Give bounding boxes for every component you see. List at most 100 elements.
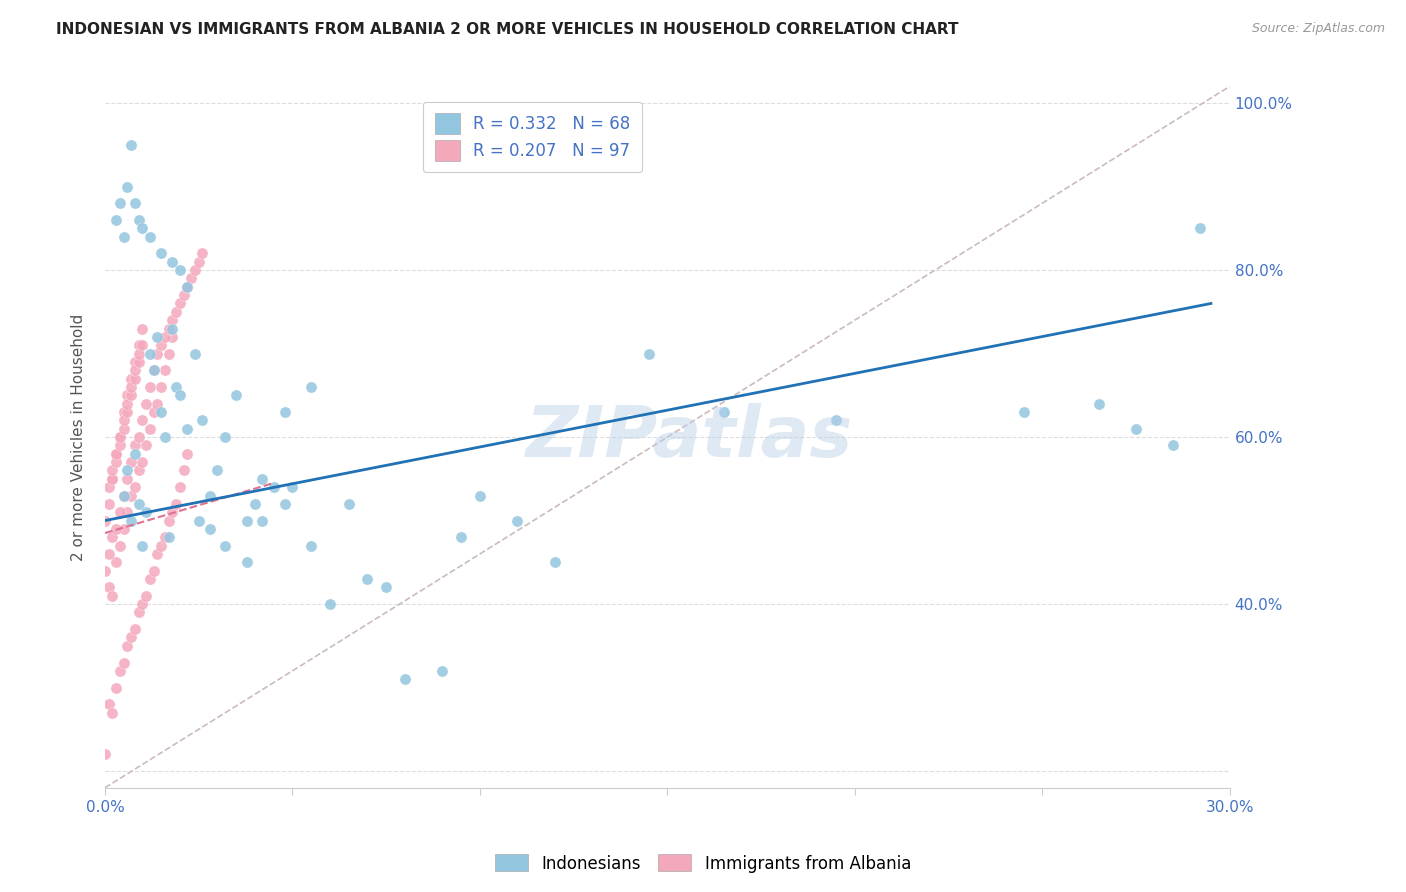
Point: [94, 747, 117, 762]
Point: [544, 555, 567, 569]
Point: [108, 430, 131, 444]
Point: [112, 489, 135, 503]
Point: [128, 355, 150, 369]
Point: [162, 330, 184, 344]
Point: [105, 213, 128, 227]
Point: [252, 514, 274, 528]
Point: [120, 489, 142, 503]
Point: [263, 480, 285, 494]
Point: [162, 505, 184, 519]
Point: [157, 346, 180, 360]
Point: [112, 522, 135, 536]
Point: [108, 196, 131, 211]
Point: [142, 363, 165, 377]
Point: [120, 137, 142, 152]
Point: [274, 497, 297, 511]
Point: [142, 363, 165, 377]
Point: [173, 463, 195, 477]
Point: [139, 422, 162, 436]
Point: [169, 296, 191, 310]
Text: INDONESIAN VS IMMIGRANTS FROM ALBANIA 2 OR MORE VEHICLES IN HOUSEHOLD CORRELATIO: INDONESIAN VS IMMIGRANTS FROM ALBANIA 2 …: [56, 22, 959, 37]
Point: [135, 589, 157, 603]
Point: [191, 246, 214, 260]
Point: [124, 371, 146, 385]
Point: [198, 522, 221, 536]
Point: [105, 447, 128, 461]
Point: [243, 497, 266, 511]
Point: [214, 539, 236, 553]
Point: [153, 330, 176, 344]
Point: [162, 321, 184, 335]
Point: [108, 539, 131, 553]
Point: [101, 472, 124, 486]
Point: [1087, 397, 1109, 411]
Point: [128, 497, 150, 511]
Point: [112, 413, 135, 427]
Point: [173, 288, 195, 302]
Point: [337, 497, 360, 511]
Point: [97, 580, 120, 594]
Point: [94, 564, 117, 578]
Point: [150, 539, 173, 553]
Point: [169, 480, 191, 494]
Point: [117, 463, 139, 477]
Point: [1125, 422, 1147, 436]
Point: [157, 530, 180, 544]
Point: [169, 388, 191, 402]
Point: [139, 572, 162, 586]
Point: [101, 589, 124, 603]
Point: [101, 463, 124, 477]
Y-axis label: 2 or more Vehicles in Household: 2 or more Vehicles in Household: [72, 313, 86, 561]
Point: [128, 463, 150, 477]
Point: [142, 405, 165, 419]
Point: [117, 505, 139, 519]
Point: [117, 179, 139, 194]
Point: [236, 555, 259, 569]
Point: [124, 438, 146, 452]
Point: [432, 664, 454, 678]
Point: [176, 447, 198, 461]
Point: [180, 271, 202, 285]
Point: [198, 489, 221, 503]
Point: [356, 572, 378, 586]
Point: [112, 405, 135, 419]
Legend: R = 0.332   N = 68, R = 0.207   N = 97: R = 0.332 N = 68, R = 0.207 N = 97: [423, 102, 643, 172]
Point: [105, 455, 128, 469]
Point: [120, 631, 142, 645]
Point: [105, 447, 128, 461]
Point: [120, 371, 142, 385]
Point: [135, 397, 157, 411]
Point: [131, 221, 153, 235]
Point: [281, 480, 304, 494]
Point: [162, 313, 184, 327]
Point: [299, 539, 322, 553]
Point: [101, 530, 124, 544]
Point: [97, 497, 120, 511]
Point: [105, 555, 128, 569]
Point: [139, 346, 162, 360]
Point: [131, 455, 153, 469]
Point: [165, 305, 187, 319]
Point: [124, 480, 146, 494]
Point: [101, 472, 124, 486]
Point: [187, 514, 209, 528]
Point: [97, 698, 120, 712]
Point: [97, 547, 120, 561]
Point: [117, 388, 139, 402]
Point: [162, 254, 184, 268]
Point: [1012, 405, 1035, 419]
Point: [184, 346, 207, 360]
Point: [97, 480, 120, 494]
Point: [120, 380, 142, 394]
Point: [713, 405, 735, 419]
Point: [124, 363, 146, 377]
Point: [214, 430, 236, 444]
Point: [506, 514, 529, 528]
Point: [394, 672, 416, 686]
Point: [150, 338, 173, 352]
Point: [112, 489, 135, 503]
Point: [1188, 221, 1211, 235]
Point: [108, 664, 131, 678]
Point: [139, 229, 162, 244]
Point: [142, 564, 165, 578]
